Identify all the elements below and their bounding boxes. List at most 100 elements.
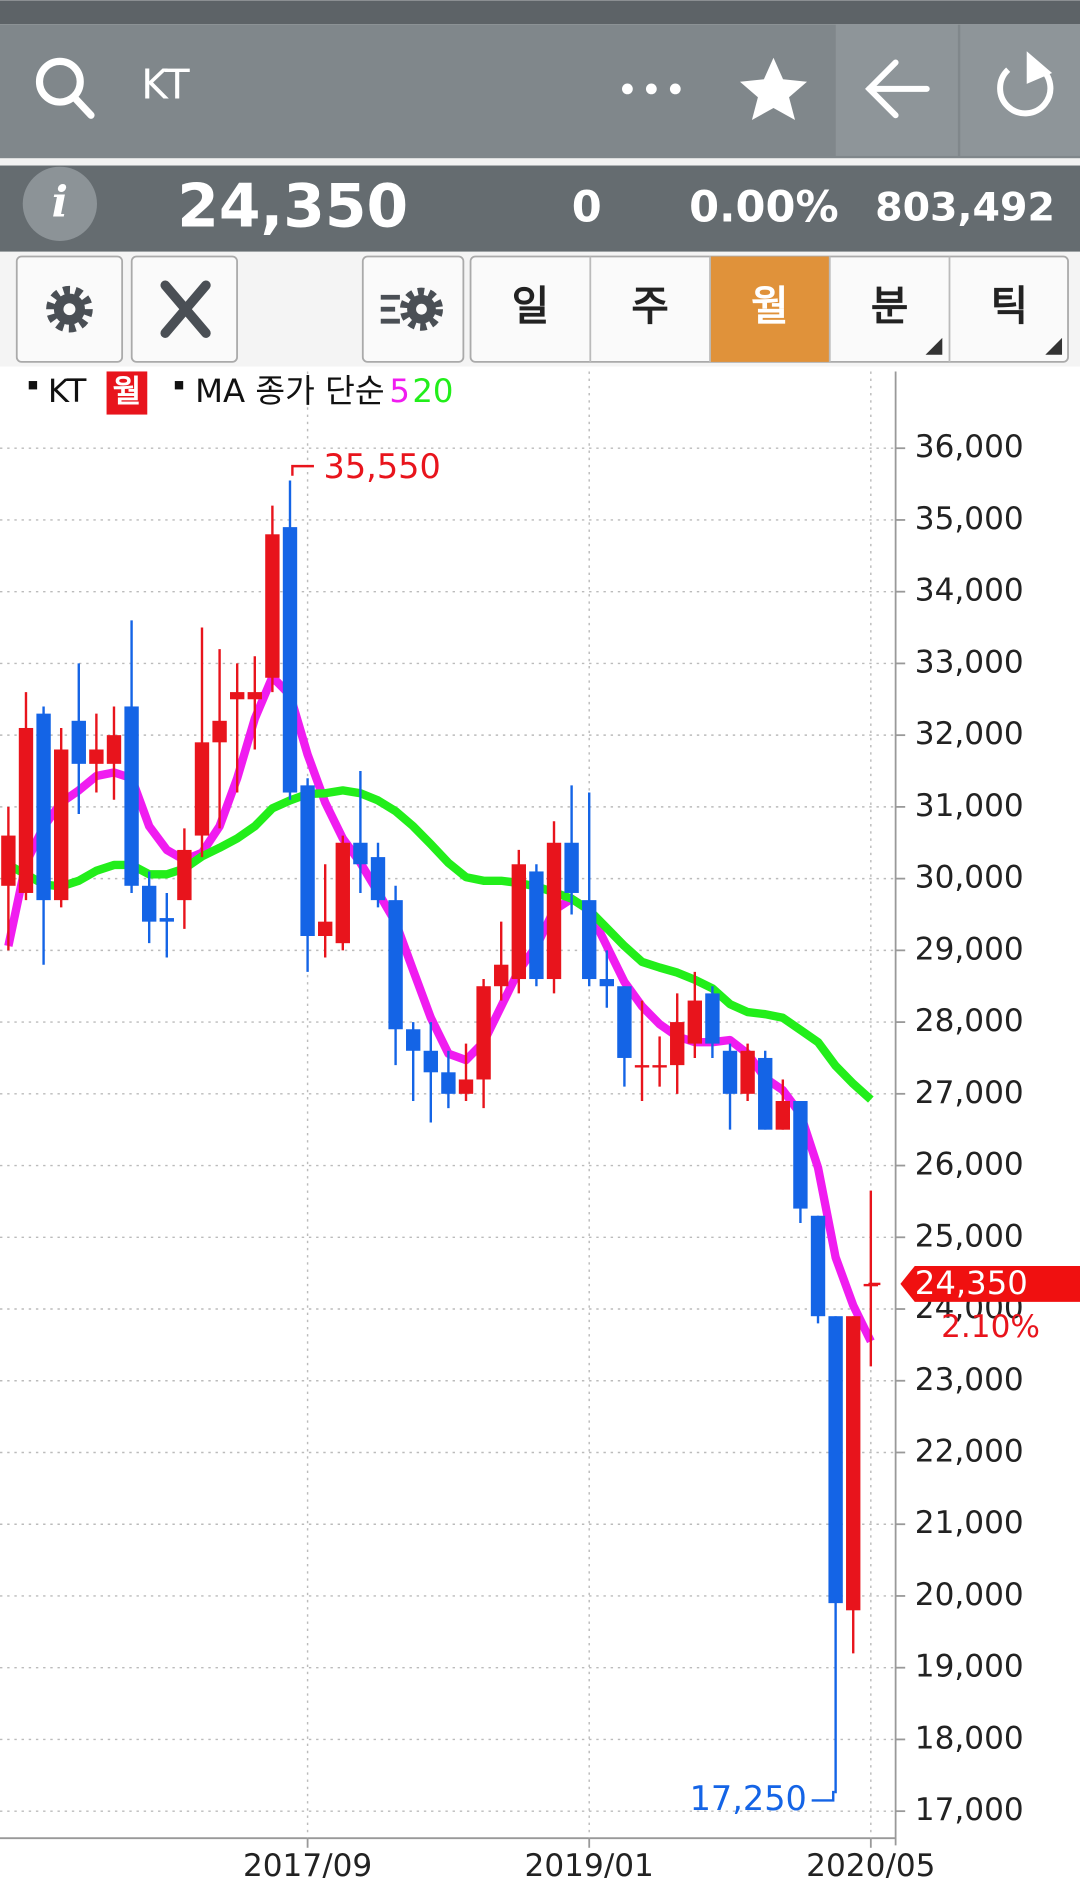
search-title: KT [141,61,190,109]
y-tick-label: 17,000 [915,1792,1024,1828]
legend-marker [28,381,38,390]
indicator-button[interactable] [361,255,465,363]
volume: 803,492 [875,184,1055,230]
candle-body [282,527,298,793]
candle-body [634,1065,650,1068]
legend-indicator: MA 종가 단순 [195,372,384,410]
y-tick-label: 36,000 [915,429,1024,465]
tab-label: 일 [512,282,549,330]
candle-body [36,713,51,901]
y-tick-label: 23,000 [915,1362,1024,1398]
candle-body [599,979,614,987]
candle-body [177,849,192,901]
candle-body [529,871,544,980]
candle-body [476,986,491,1080]
y-tick-label: 33,000 [915,644,1024,680]
legend-symbol: KT [48,372,87,410]
candle-body [142,885,157,922]
candle-body [106,735,122,764]
legend-period: 월 [113,374,142,410]
candle-body [247,692,262,700]
candle-body [71,720,86,764]
y-tick-label: 30,000 [915,860,1024,896]
info-button[interactable] [22,166,97,241]
y-tick-label: 35,000 [915,501,1024,537]
legend-series: 20 [412,372,453,410]
candle-body [582,900,597,980]
candle-body [546,842,562,980]
y-tick-label: 34,000 [915,573,1024,609]
price-tag [900,1265,1080,1302]
candle-body [124,706,139,886]
candle-body [494,964,509,987]
tab-label: 주 [631,282,668,330]
candle-body [406,1029,421,1051]
refresh-icon [997,51,1054,117]
y-tick-label: 21,000 [915,1505,1024,1541]
candle-body [423,1050,438,1073]
legend-marker [174,381,184,390]
candle-body [617,986,632,1058]
star-icon[interactable] [739,57,808,121]
candle-body [740,1050,755,1094]
refresh-button[interactable] [960,24,1080,156]
x-tick-label: 2017/09 [243,1848,372,1878]
candle-body [441,1072,456,1094]
search-icon[interactable] [35,57,95,119]
divider [0,158,1080,166]
candle-body [265,534,280,678]
candle-body [793,1100,808,1209]
tools-button[interactable] [130,255,238,363]
price: 24,350 [177,171,408,241]
change: 0 [572,182,602,232]
legend-period-box [106,371,148,415]
candle-body [722,1050,738,1094]
candle-body [511,864,526,980]
y-tick-label: 18,000 [915,1720,1024,1756]
candle-body [846,1316,861,1611]
ma-line [6,786,874,1103]
candle-body [775,1100,791,1130]
y-tick-label: 27,000 [915,1075,1024,1111]
candle-body [652,1065,667,1068]
y-tick-label: 32,000 [915,716,1024,752]
candle-body [670,1022,685,1066]
tab-selected[interactable] [710,256,830,362]
change-pct: 0.00% [689,182,839,232]
tab-label: 월 [751,282,788,330]
candle-body [687,1000,702,1044]
candle-body [230,692,245,700]
y-tick-label: 29,000 [915,931,1024,967]
legend-series: 5 [389,372,410,410]
y-tick-label: 22,000 [915,1433,1024,1469]
tab-label: 틱 [991,282,1028,330]
candle-body [335,842,350,944]
candle-body [300,785,315,937]
low-label: 17,250 [690,1779,807,1818]
price-change-label: 2.10% [941,1309,1040,1345]
y-tick-label: 20,000 [915,1577,1024,1613]
y-tick-label: 25,000 [915,1218,1024,1254]
candle-body [810,1215,826,1317]
price-tag-label: 24,350 [915,1264,1028,1302]
candle-body [89,749,104,764]
candle-body [564,842,579,893]
candle-body [388,900,403,1030]
chart-area [0,366,1080,1878]
settings-button[interactable] [15,255,124,363]
candle-body [758,1057,773,1130]
x-tick-label: 2020/05 [806,1848,935,1878]
x-tick-label: 2019/01 [525,1848,654,1878]
candle-body [159,918,174,922]
candle-body [353,842,368,865]
y-tick-label: 19,000 [915,1649,1024,1685]
candle-body [194,742,210,836]
candle-body [828,1316,843,1604]
quote-bar [0,165,1080,252]
high-label: 35,550 [324,447,441,486]
candle-body [370,857,386,901]
low-arrow [811,1790,835,1802]
tab-label: 분 [871,282,908,330]
tab-dropdown [1045,337,1063,355]
more-icon[interactable] [622,83,681,95]
